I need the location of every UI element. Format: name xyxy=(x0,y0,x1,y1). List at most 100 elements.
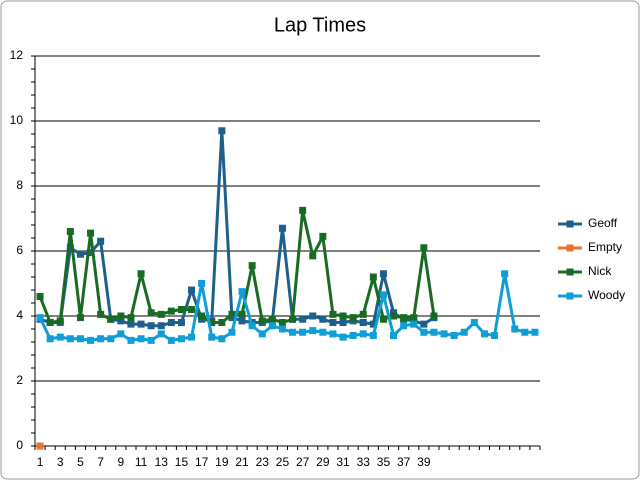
x-tick-label: 39 xyxy=(417,455,431,469)
point xyxy=(188,333,196,341)
point xyxy=(369,332,377,339)
point xyxy=(278,325,286,333)
point xyxy=(400,322,408,330)
point xyxy=(390,332,398,339)
point xyxy=(309,252,317,260)
point xyxy=(177,335,185,343)
point xyxy=(299,206,307,214)
x-tick-label: 33 xyxy=(357,455,371,469)
point xyxy=(76,314,84,322)
point xyxy=(238,288,246,296)
point xyxy=(289,315,297,323)
x-tick-label: 19 xyxy=(215,455,229,469)
point xyxy=(76,335,84,343)
point xyxy=(268,315,276,323)
point xyxy=(218,127,226,135)
point xyxy=(268,322,276,330)
point xyxy=(511,325,519,333)
point xyxy=(258,317,266,325)
point xyxy=(379,315,387,323)
point xyxy=(410,314,418,322)
point xyxy=(218,319,226,326)
x-tick-label: 25 xyxy=(276,455,290,469)
point xyxy=(97,310,105,318)
point xyxy=(97,237,105,245)
point xyxy=(238,317,246,325)
point xyxy=(440,330,448,338)
point xyxy=(208,333,216,341)
x-tick-label: 31 xyxy=(336,455,350,469)
point xyxy=(349,332,357,339)
point xyxy=(137,320,145,328)
point xyxy=(470,319,478,326)
point xyxy=(319,328,327,336)
point xyxy=(339,333,347,341)
point xyxy=(359,319,367,326)
point xyxy=(501,270,509,278)
point xyxy=(177,306,185,313)
chart-title: Lap Times xyxy=(274,14,366,36)
point xyxy=(450,332,458,339)
x-tick-label: 11 xyxy=(135,455,148,469)
point xyxy=(188,286,196,294)
point xyxy=(319,315,327,323)
point xyxy=(157,330,165,338)
point xyxy=(117,330,125,338)
point xyxy=(218,335,226,343)
point xyxy=(36,293,44,300)
x-tick-label: 17 xyxy=(195,455,209,469)
point xyxy=(289,328,297,336)
point xyxy=(390,312,398,320)
x-tick-label: 23 xyxy=(256,455,270,469)
legend-marker xyxy=(566,292,574,300)
point xyxy=(147,336,155,344)
point xyxy=(460,328,468,336)
x-tick-label: 15 xyxy=(175,455,189,469)
point xyxy=(410,320,418,328)
point xyxy=(329,330,337,338)
point xyxy=(76,250,84,258)
point xyxy=(400,314,408,322)
point xyxy=(238,310,246,318)
point xyxy=(87,249,95,257)
point xyxy=(248,322,256,330)
legend-label: Geoff xyxy=(588,216,618,230)
point xyxy=(147,322,155,330)
point xyxy=(157,322,165,330)
point xyxy=(167,307,175,315)
point xyxy=(278,224,286,232)
point xyxy=(299,315,307,323)
point xyxy=(329,319,337,326)
point xyxy=(430,312,438,320)
point xyxy=(167,319,175,326)
point xyxy=(208,319,216,326)
point xyxy=(127,320,135,328)
point xyxy=(480,330,488,338)
point xyxy=(87,336,95,344)
point xyxy=(319,232,327,240)
point xyxy=(379,291,387,299)
legend-label: Empty xyxy=(588,240,622,254)
point xyxy=(36,314,44,322)
point xyxy=(359,310,367,318)
point xyxy=(339,312,347,320)
x-tick-label: 13 xyxy=(155,455,169,469)
y-tick-label: 6 xyxy=(16,243,23,257)
point xyxy=(46,335,54,343)
point xyxy=(167,336,175,344)
point xyxy=(349,314,357,322)
point xyxy=(137,335,145,343)
x-tick-label: 37 xyxy=(397,455,411,469)
point xyxy=(188,306,196,313)
point xyxy=(87,229,95,237)
x-tick-label: 1 xyxy=(37,455,44,469)
x-tick-label: 7 xyxy=(97,455,104,469)
point xyxy=(127,336,135,344)
point xyxy=(329,310,337,318)
point xyxy=(420,320,428,328)
point xyxy=(46,319,54,326)
point xyxy=(36,442,44,450)
point xyxy=(299,328,307,336)
